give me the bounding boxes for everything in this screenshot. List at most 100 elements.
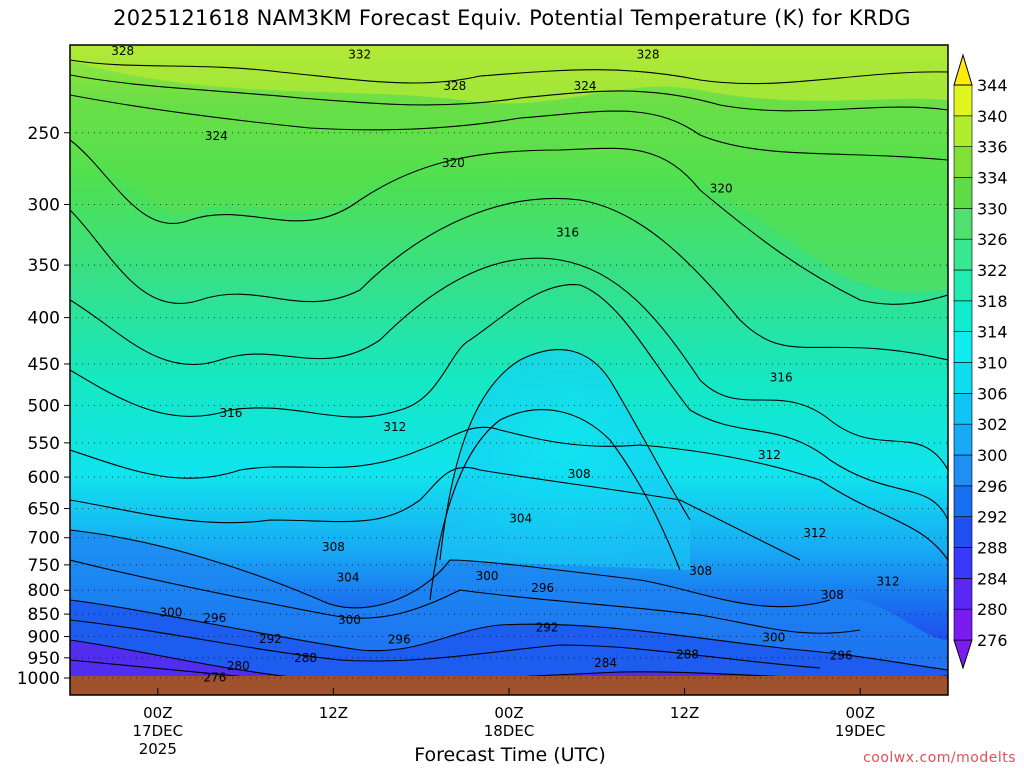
contour-label-28: 292	[259, 632, 282, 646]
colorbar-label-340: 340	[977, 107, 1008, 126]
contour-label-35: 276	[203, 671, 226, 685]
colorbar-label-296: 296	[977, 477, 1008, 496]
y-tick-label-700: 700	[28, 529, 60, 549]
blue-layer-292	[70, 600, 948, 695]
x-tick-label-0-1: 17DEC	[133, 722, 184, 740]
x-tick-label-0-2: 2025	[139, 740, 177, 758]
colorbar-segment-284	[953, 547, 973, 579]
colorbar-label-306: 306	[977, 384, 1008, 403]
colorbar-segment-330	[953, 177, 973, 209]
y-tick-label-900: 900	[28, 628, 60, 648]
cyan-dome	[440, 349, 690, 570]
contour-label-19: 296	[531, 581, 554, 595]
svg-text:312: 312	[383, 420, 406, 434]
x-tick-label-48-0: 00Z	[846, 704, 875, 722]
svg-text:312: 312	[877, 574, 900, 588]
contour-label-24: 296	[203, 611, 226, 625]
svg-text:280: 280	[227, 659, 250, 673]
svg-text:324: 324	[574, 79, 597, 93]
colorbar-label-292: 292	[977, 508, 1008, 527]
svg-text:292: 292	[259, 632, 282, 646]
contour-label-22: 312	[877, 574, 900, 588]
svg-text:316: 316	[556, 225, 579, 239]
contour-label-30: 288	[294, 651, 317, 665]
colorbar-segment-336	[953, 115, 973, 147]
svg-text:304: 304	[337, 571, 360, 585]
svg-text:328: 328	[443, 79, 466, 93]
svg-text:316: 316	[220, 406, 243, 420]
contour-label-18: 300	[476, 569, 499, 583]
x-tick-label-24-1: 18DEC	[484, 722, 535, 740]
y-tick-label-600: 600	[28, 468, 60, 488]
colorbar-segment-318	[953, 269, 973, 302]
svg-text:328: 328	[111, 44, 134, 58]
colorbar-label-330: 330	[977, 199, 1008, 218]
svg-text:292: 292	[536, 621, 559, 635]
contour-label-27: 296	[388, 633, 411, 647]
colorbar-label-326: 326	[977, 230, 1008, 249]
colorbar-segment-288	[953, 516, 973, 548]
contour-label-16: 308	[322, 540, 345, 554]
y-tick-label-550: 550	[28, 434, 60, 454]
colorbar-segment-322	[953, 238, 973, 271]
contour-labels: 328 332 328 324 328 324 320 316 320 316 316 312 312 3…	[111, 44, 900, 685]
y-tick-label-300: 300	[28, 195, 60, 215]
contour-label-5: 324	[205, 129, 228, 143]
contour-label-17: 304	[337, 571, 360, 585]
contour-label-29: 300	[762, 630, 785, 644]
svg-text:296: 296	[388, 633, 411, 647]
colorbar-low-arrow	[953, 639, 973, 670]
svg-text:296: 296	[830, 648, 853, 662]
colorbar-label-310: 310	[977, 354, 1008, 373]
colorbar-label-300: 300	[977, 446, 1008, 465]
svg-text:308: 308	[821, 588, 844, 602]
svg-text:304: 304	[509, 512, 532, 526]
x-tick-label-48-1: 19DEC	[835, 722, 886, 740]
y-axis-ticks: 250 300 350 400 450 500 550 600 650 700 750 800 850 9…	[17, 124, 70, 689]
colorbar-segment-310	[953, 331, 973, 363]
contour-label-3: 324	[574, 79, 597, 93]
svg-text:296: 296	[531, 581, 554, 595]
svg-text:300: 300	[160, 606, 183, 620]
contour-label-12: 312	[758, 448, 781, 462]
contour-label-25: 300	[338, 613, 361, 627]
contour-label-32: 296	[830, 648, 853, 662]
contour-label-21: 308	[821, 588, 844, 602]
contour-label-8: 320	[710, 181, 733, 195]
colorbar-label-288: 288	[977, 539, 1008, 558]
svg-text:312: 312	[758, 448, 781, 462]
colorbar-segment-334	[953, 146, 973, 178]
colorbar-segment-280	[953, 578, 973, 610]
contour-label-10: 316	[770, 371, 793, 385]
ground-surface	[70, 676, 948, 695]
colorbar-segment-326	[953, 208, 973, 240]
contour-label-13: 308	[568, 467, 591, 481]
svg-text:332: 332	[348, 48, 371, 62]
svg-text:320: 320	[442, 156, 465, 170]
colorbar-label-322: 322	[977, 261, 1008, 280]
svg-text:300: 300	[762, 630, 785, 644]
colorbar-segment-340	[953, 84, 973, 117]
contour-label-11: 312	[383, 420, 406, 434]
contour-label-15: 312	[803, 526, 826, 540]
y-tick-label-750: 750	[28, 556, 60, 576]
colorbar-segment-306	[953, 362, 973, 394]
colorbar-label-284: 284	[977, 569, 1008, 588]
contour-label-1: 332	[348, 48, 371, 62]
contour-label-26: 292	[536, 621, 559, 635]
y-tick-label-250: 250	[28, 124, 60, 144]
contour-label-7: 316	[556, 225, 579, 239]
source-credit: coolwx.com/modelts	[863, 750, 1016, 766]
contour-label-34: 280	[227, 659, 250, 673]
svg-text:288: 288	[676, 648, 699, 662]
y-tick-label-350: 350	[28, 256, 60, 276]
svg-text:328: 328	[637, 48, 660, 62]
colorbar: 276 280 284 288 292 296 300 302 306 310 314 318 322 3…	[953, 53, 1008, 670]
field-layer	[70, 45, 948, 695]
colorbar-label-280: 280	[977, 600, 1008, 619]
y-tick-label-400: 400	[28, 309, 60, 329]
contour-label-33: 284	[594, 656, 617, 670]
y-tick-label-800: 800	[28, 581, 60, 601]
contour-label-9: 316	[220, 406, 243, 420]
